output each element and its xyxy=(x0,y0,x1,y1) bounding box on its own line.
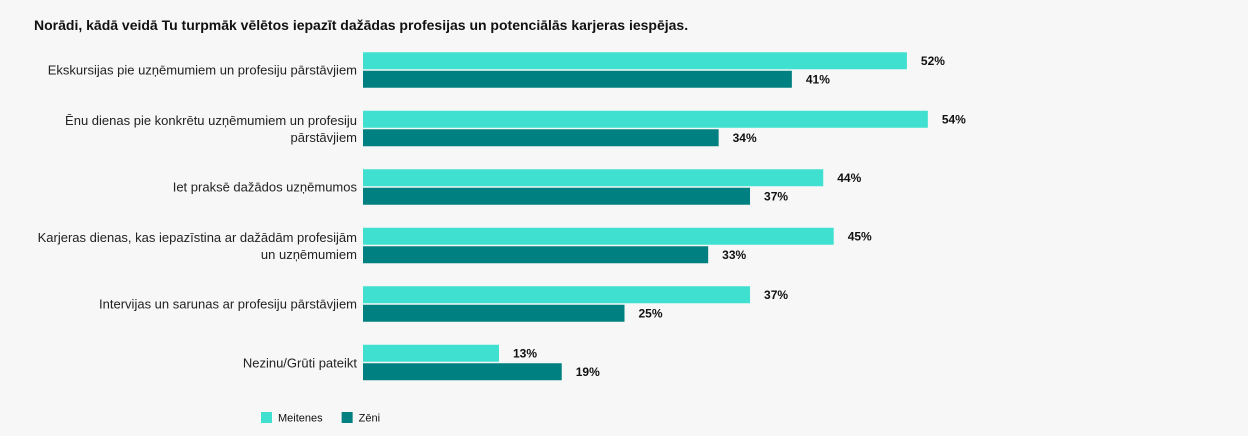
value-label: 54% xyxy=(942,112,966,126)
value-label: 37% xyxy=(764,288,788,302)
legend-swatch xyxy=(261,412,272,423)
value-label: 37% xyxy=(764,189,788,203)
bar xyxy=(363,304,625,322)
value-label: 19% xyxy=(576,365,600,379)
bar xyxy=(363,70,792,88)
bar xyxy=(363,344,499,362)
category-label: Ēnu dienas pie konkrētu uzņēmumiem un pr… xyxy=(65,112,357,145)
bar xyxy=(363,227,834,245)
category-label: Ekskursijas pie uzņēmumiem un profesiju … xyxy=(47,62,357,78)
bar xyxy=(363,52,907,70)
value-label: 44% xyxy=(837,171,861,185)
bar xyxy=(363,110,928,128)
value-label: 52% xyxy=(921,54,945,68)
bar xyxy=(363,169,824,187)
category-label: Karjeras dienas, kas iepazīstina ar dažā… xyxy=(37,229,357,262)
bar xyxy=(363,286,751,304)
legend-swatch xyxy=(341,412,353,423)
bar xyxy=(363,363,562,381)
value-label: 33% xyxy=(722,248,746,262)
bar xyxy=(363,246,709,264)
category-label: Nezinu/Grūti pateikt xyxy=(242,355,357,370)
value-label: 25% xyxy=(639,306,663,320)
legend-label: Meitenes xyxy=(278,412,323,424)
value-label: 13% xyxy=(513,346,537,360)
bar xyxy=(363,187,751,205)
legend-label: Zēni xyxy=(359,412,380,424)
bar xyxy=(363,129,719,147)
category-label: Iet praksē dažādos uzņēmumos xyxy=(172,179,357,195)
chart-title: Norādi, kādā veidā Tu turpmāk vēlētos ie… xyxy=(34,17,689,33)
value-label: 45% xyxy=(848,229,872,243)
category-label: Intervijas un sarunas ar profesiju pārst… xyxy=(99,296,357,312)
value-label: 41% xyxy=(806,72,830,86)
value-label: 34% xyxy=(733,131,757,145)
